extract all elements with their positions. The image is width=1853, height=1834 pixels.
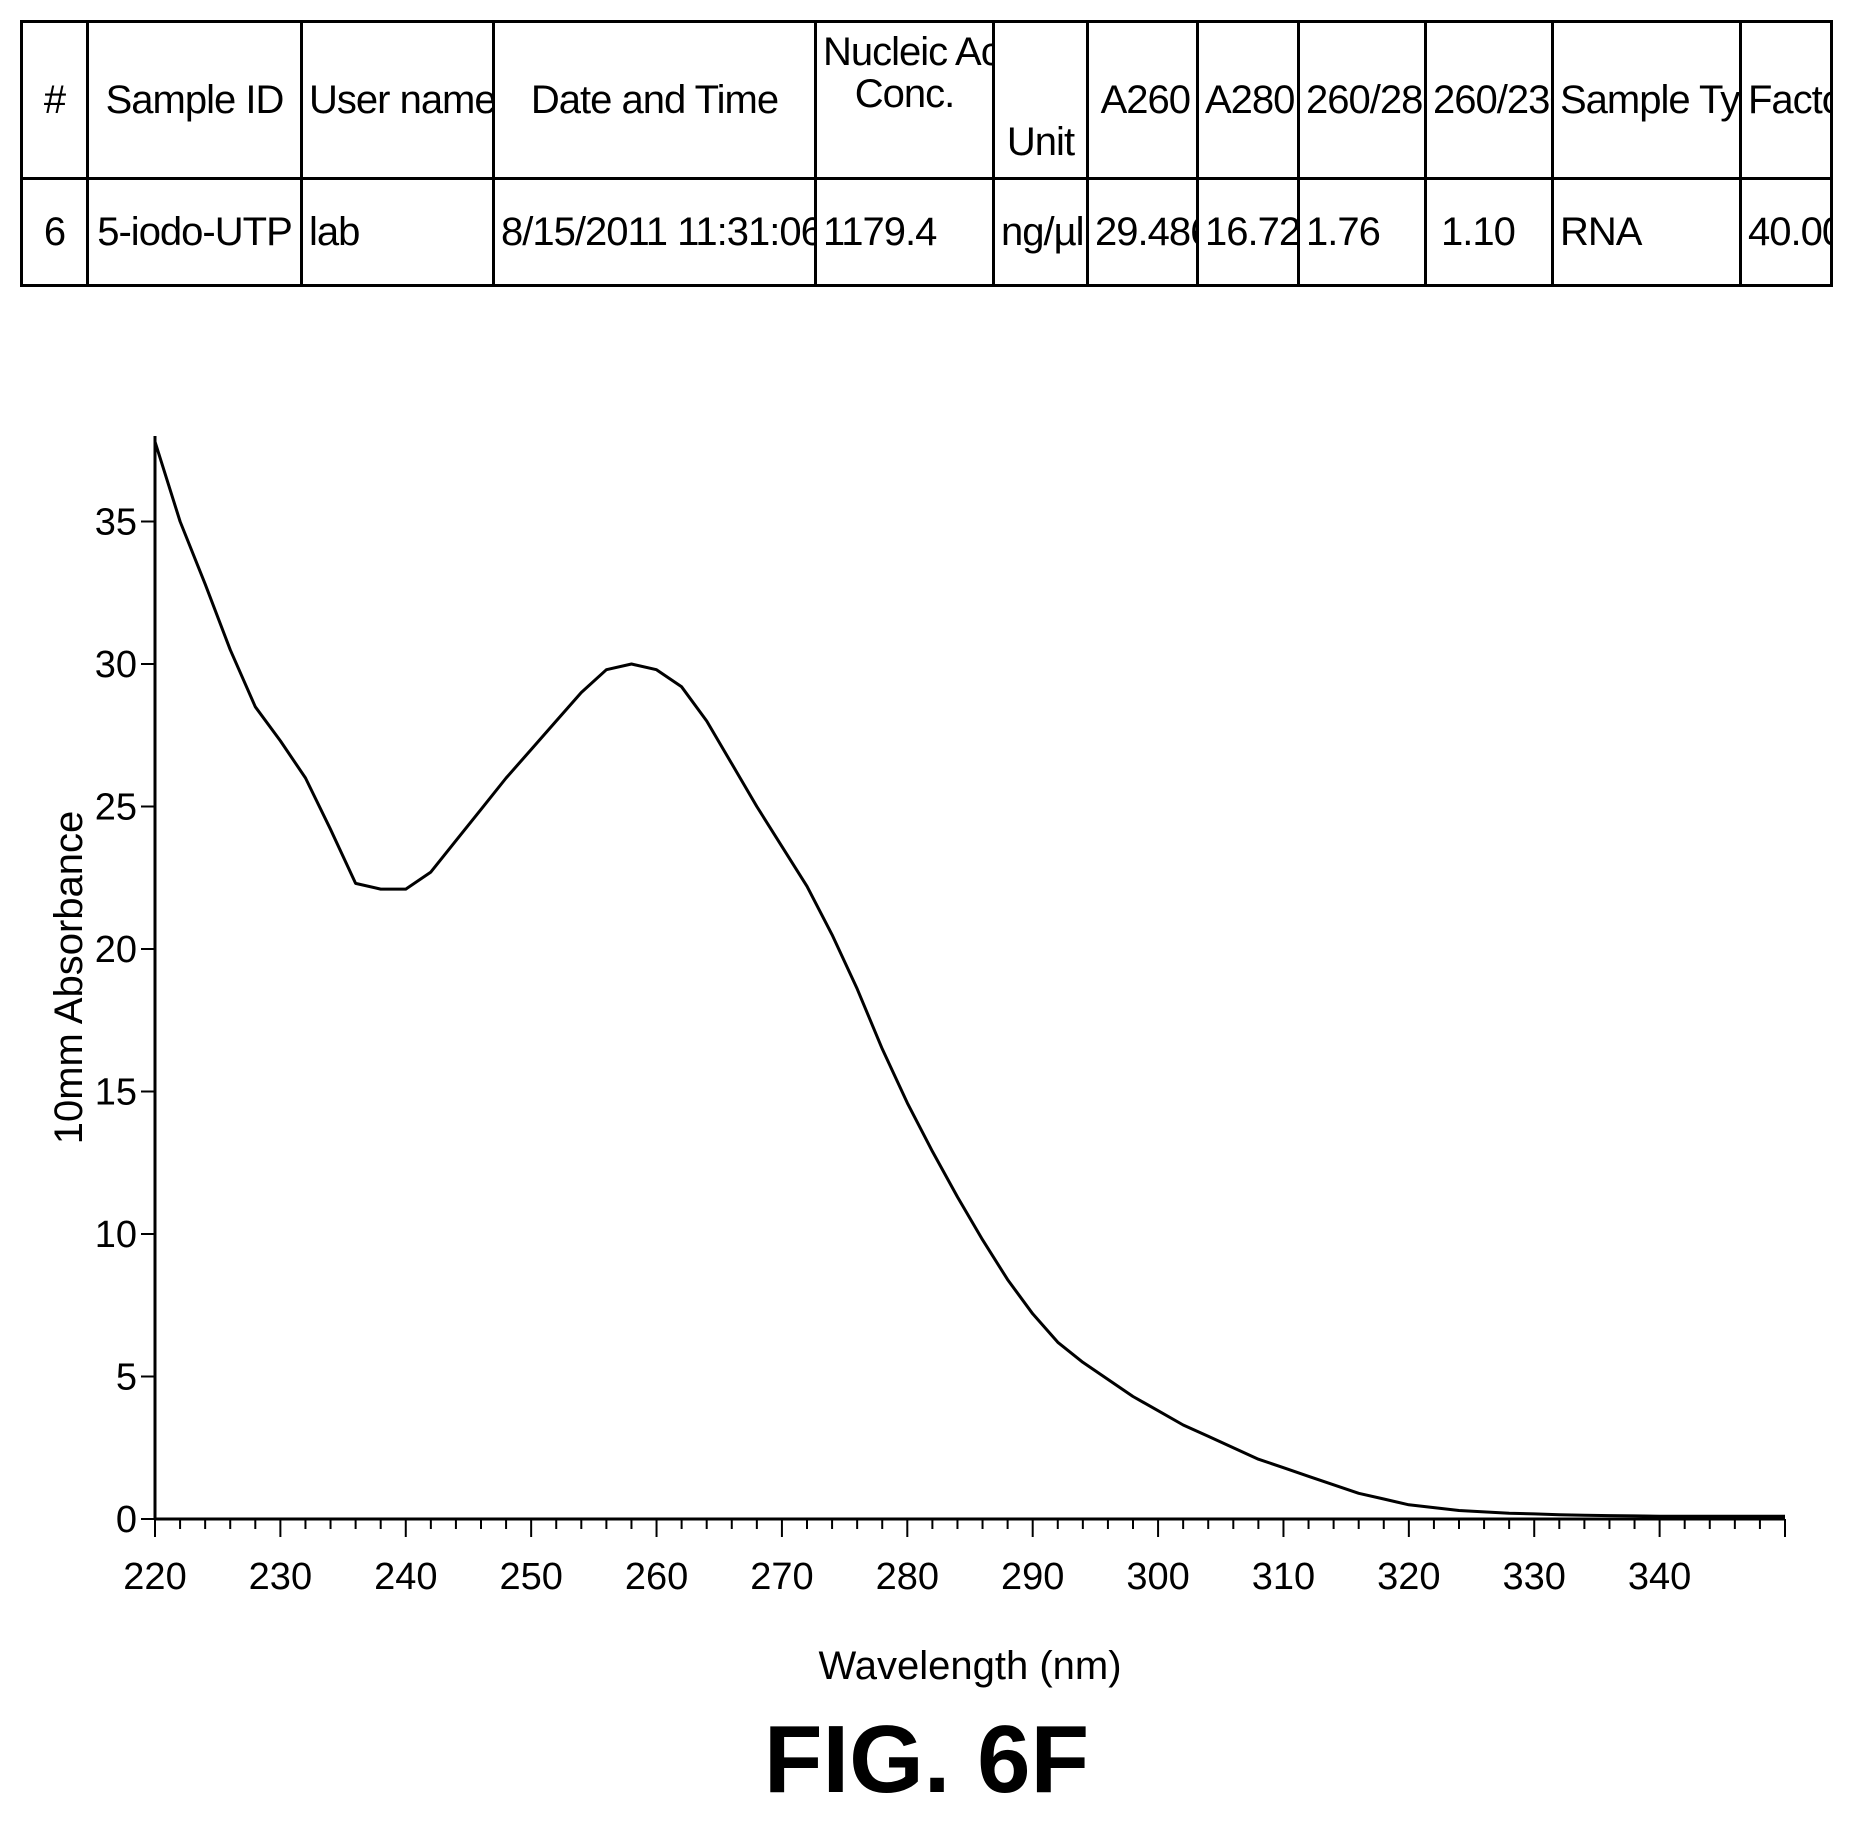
figure-label: FIG. 6F (763, 1706, 1090, 1813)
cell-260-280: 1.76 (1297, 177, 1427, 287)
x-axis-title: Wavelength (nm) (818, 1644, 1121, 1688)
y-tick-label: 10 (95, 1214, 137, 1256)
cell-a280: 16.726 (1196, 177, 1300, 287)
y-tick-label: 15 (95, 1072, 137, 1114)
x-tick-label: 340 (1628, 1556, 1691, 1598)
header-260-230: 260/230 (1424, 20, 1554, 180)
x-tick-label: 240 (374, 1556, 437, 1598)
header-a280: A280 (1196, 20, 1300, 180)
x-tick-label: 310 (1252, 1556, 1315, 1598)
header-factor: Factor (1739, 20, 1833, 180)
cell-sample-type: RNA (1551, 177, 1742, 287)
header-sample-id: Sample ID (86, 20, 303, 180)
cell-a260: 29.486 (1086, 177, 1199, 287)
absorbance-series-line (153, 441, 1785, 1518)
table-row: 6 5-iodo-UTP lab 8/15/2011 11:31:06 AM 1… (20, 177, 1833, 287)
header-sample-type: Sample Type (1551, 20, 1742, 180)
cell-260-230: 1.10 (1424, 177, 1554, 287)
cell-user-name: lab (300, 177, 495, 287)
y-tick-label: 20 (95, 929, 137, 971)
header-conc-line2: Conc. (854, 72, 956, 116)
table-header-row: # Sample ID User name Date and Time Nucl… (20, 20, 1833, 180)
header-number: # (20, 20, 89, 180)
header-unit: Unit (992, 20, 1089, 180)
cell-conc: 1179.4 (814, 177, 995, 287)
cell-factor: 40.00 (1739, 177, 1833, 287)
header-user-name: User name (300, 20, 495, 180)
chart-tick-labels: 220 230 240 250 260 270 280 290 300 310 320 330 340 0… (95, 502, 1692, 1599)
y-tick-label: 30 (95, 644, 137, 686)
y-tick-label: 0 (116, 1499, 137, 1541)
y-axis-title: 10mm Absorbance (47, 811, 91, 1145)
chart-series (153, 441, 1785, 1518)
x-tick-label: 220 (123, 1556, 186, 1598)
cell-unit: ng/µl (992, 177, 1089, 287)
header-conc-line1: Nucleic Acid (823, 30, 991, 74)
results-table: # Sample ID User name Date and Time Nucl… (20, 20, 1833, 287)
y-tick-label: 25 (95, 787, 137, 829)
results-table-container: # Sample ID User name Date and Time Nucl… (20, 20, 1833, 287)
header-260-280: 260/280 (1297, 20, 1427, 180)
x-tick-label: 250 (499, 1556, 562, 1598)
absorbance-chart: 220 230 240 250 260 270 280 290 300 310 320 330 340 0… (47, 436, 1786, 1688)
cell-sample-id: 5-iodo-UTP (86, 177, 303, 287)
x-tick-label: 260 (625, 1556, 688, 1598)
header-date-time: Date and Time (492, 20, 817, 180)
chart-ticks (141, 520, 1786, 1537)
cell-date-time: 8/15/2011 11:31:06 AM (492, 177, 817, 287)
x-tick-label: 280 (876, 1556, 939, 1598)
x-tick-label: 320 (1377, 1556, 1440, 1598)
x-tick-label: 300 (1126, 1556, 1189, 1598)
x-tick-label: 230 (249, 1556, 312, 1598)
x-tick-label: 290 (1001, 1556, 1064, 1598)
x-tick-label: 270 (750, 1556, 813, 1598)
cell-number: 6 (20, 177, 89, 287)
header-conc: Nucleic Acid Conc. (814, 20, 995, 180)
x-tick-label: 330 (1503, 1556, 1566, 1598)
y-tick-label: 5 (116, 1357, 137, 1399)
chart-axes (153, 436, 1785, 1521)
y-tick-label: 35 (95, 502, 137, 544)
header-a260: A260 (1086, 20, 1199, 180)
